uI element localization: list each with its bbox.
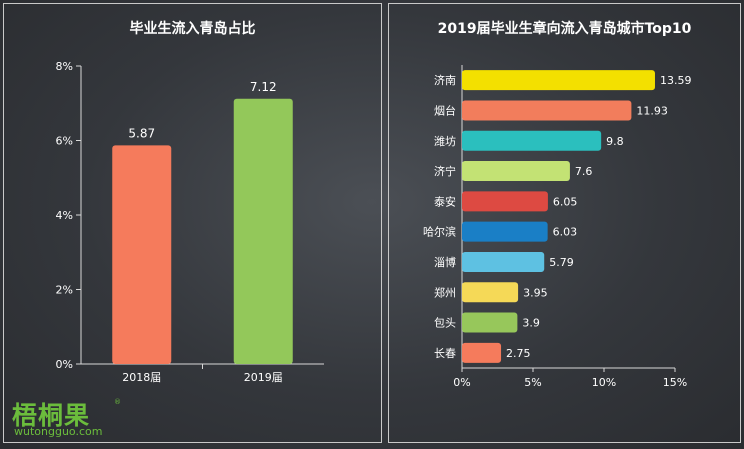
data-label: 7.12 [250,80,277,94]
data-label: 9.8 [606,135,624,148]
data-label: 11.93 [636,104,668,117]
brand-logo: 梧桐果 ® wutongguo.com [12,396,132,444]
bar [462,100,632,121]
x-tick-label: 10% [592,376,616,389]
y-tick-label: 长春 [434,347,456,360]
y-tick-label: 济南 [434,73,456,87]
x-tick-label: 5% [524,376,541,389]
bar [233,98,293,364]
y-tick-label: 哈尔滨 [423,225,456,239]
left-chart-title: 毕业生流入青岛占比 [129,21,256,37]
x-tick-label: 15% [663,376,687,389]
data-label: 6.03 [553,226,578,239]
left-bar-chart: 0% 2% 4% 6% 8% 5.87 2018届 7.12 2019届 [56,60,324,384]
bar [462,130,602,151]
bar [462,342,502,363]
y-tick-label: 2% [56,284,73,297]
right-chart-title: 2019届毕业生章向流入青岛城市Top10 [437,21,692,37]
data-label: 5.87 [128,126,155,140]
y-tick-label: 淄博 [434,256,456,269]
logo-url: wutongguo.com [14,425,103,438]
data-label: 13.59 [660,74,692,87]
bar [462,191,548,212]
y-tick-label: 郑州 [434,285,456,299]
y-tick-label: 6% [56,135,73,148]
y-tick-label: 0% [56,358,73,371]
y-tick-label: 烟台 [434,103,456,117]
left-chart-panel: 毕业生流入青岛占比 0% 2% 4% 6% 8% 5.87 2018届 7.12 2019届 [3,3,382,443]
data-label: 3.9 [522,317,540,330]
x-tick-label: 2019届 [244,371,283,384]
bar [462,282,519,303]
data-label: 5.79 [549,256,574,269]
x-tick-label: 0% [453,376,470,389]
x-tick-label: 2018届 [122,371,161,384]
y-tick-label: 济宁 [434,164,456,178]
y-tick-label: 8% [56,60,73,73]
bar [462,161,570,182]
y-tick-label: 包头 [434,317,456,330]
data-label: 3.95 [523,286,548,299]
bar [462,251,545,272]
bar [462,221,548,242]
bar [462,70,655,91]
bar [112,145,172,364]
y-tick-label: 潍坊 [434,134,456,148]
logo-text: 梧桐果 [12,401,91,430]
data-label: 6.05 [553,195,578,208]
logo-registered-mark: ® [114,398,121,406]
y-tick-label: 4% [56,209,73,222]
bar [462,312,518,333]
data-label: 2.75 [506,347,531,360]
right-chart-panel: 2019届毕业生章向流入青岛城市Top10 0% 5% 10% 15% 13.59 济南 1… [388,3,741,443]
y-tick-label: 泰安 [434,194,456,208]
data-label: 7.6 [575,165,593,178]
right-bar-chart: 0% 5% 10% 15% 13.59 济南 11.93 烟台 9.8 潍坊 7.6 济宁 6.05 泰安… [423,65,692,389]
